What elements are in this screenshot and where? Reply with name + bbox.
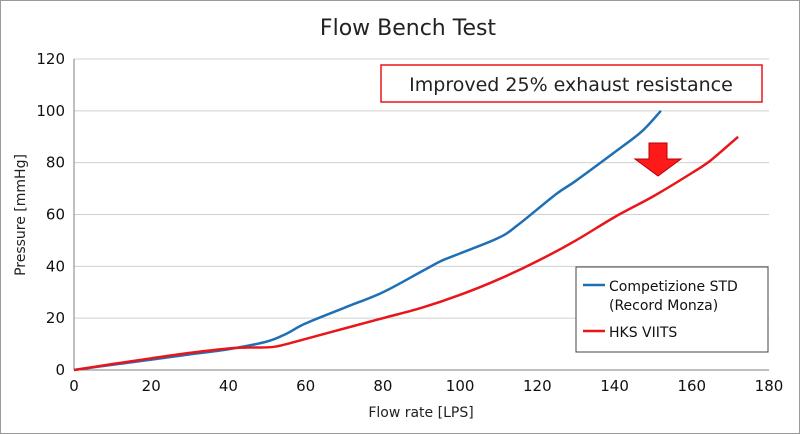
y-tick-label: 20 [46,309,65,327]
y-tick-label: 80 [46,154,65,172]
x-tick-label: 0 [69,377,79,395]
y-tick-label: 40 [46,257,65,275]
series-hks-viits-line [73,135,739,372]
x-tick-label: 180 [755,377,784,395]
y-axis-label: Pressure [mmHg] [13,154,29,276]
y-tick-label: 120 [36,50,65,68]
series-competizione-std-line [73,109,662,372]
series-lines [73,109,739,372]
x-tick-label: 20 [142,377,161,395]
axes: 0 20 40 60 80 100 120 0 20 40 60 80 100 120 140 160 180 F… [13,50,783,421]
x-tick-label: 100 [446,377,475,395]
y-tick-label: 60 [46,206,65,224]
legend-entry-label: Competizione STD [609,279,738,295]
chart-title: Flow Bench Test [320,16,497,41]
x-axis-label: Flow rate [LPS] [368,405,473,421]
x-tick-label: 140 [600,377,629,395]
x-tick-label: 40 [219,377,238,395]
x-tick-label: 120 [523,377,552,395]
legend-entry-label: HKS VIITS [609,325,677,341]
x-tick-label: 160 [677,377,706,395]
x-tick-label: 60 [296,377,315,395]
down-arrow-icon [633,142,683,177]
annotation-text: Improved 25% exhaust resistance [409,74,733,96]
legend: Competizione STD (Record Monza) HKS VIITS [575,266,769,353]
annotation-box: Improved 25% exhaust resistance [380,64,763,103]
y-tick-label: 0 [55,361,65,379]
x-tick-label: 80 [373,377,392,395]
y-tick-label: 100 [36,102,65,120]
legend-entry-label: (Record Monza) [609,298,718,314]
